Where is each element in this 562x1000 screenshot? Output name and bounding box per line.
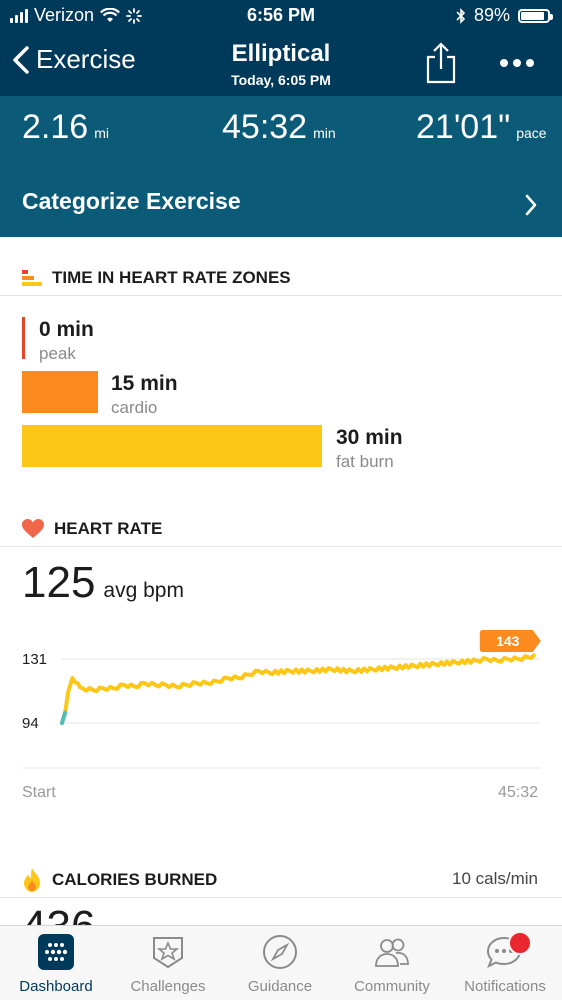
heart-rate-section-header: HEART RATE — [22, 519, 162, 539]
chevron-left-icon — [13, 45, 29, 74]
calories-value: 436 — [22, 905, 95, 925]
exercise-title: Elliptical — [231, 40, 331, 67]
status-bar: Verizon 6:56 PM 89% — [0, 0, 562, 30]
nav-title: Elliptical Today, 6:05 PM — [0, 40, 562, 88]
peak-zone-value: 0 min — [39, 318, 94, 341]
exercise-header: Verizon 6:56 PM 89% — [0, 0, 562, 237]
zones-bars-icon — [22, 270, 42, 286]
fat-burn-zone-label: 30 min fat burn — [336, 426, 403, 472]
cardio-zone-name: cardio — [111, 398, 158, 417]
x-axis-start-label: Start — [22, 784, 56, 801]
x-axis-end-label: 45:32 — [497, 784, 538, 801]
heart-rate-chart[interactable]: 131 94 143 — [0, 620, 562, 780]
tab-community[interactable]: Community — [336, 926, 448, 1000]
status-right: 89% — [456, 5, 553, 26]
bluetooth-icon — [456, 7, 466, 24]
fitbit-dots-icon — [38, 934, 74, 970]
chevron-right-icon[interactable] — [524, 194, 538, 216]
carrier-name: Verizon — [34, 5, 95, 25]
calories-section-header: CALORIES BURNED — [22, 868, 217, 892]
exercise-datetime: Today, 6:05 PM — [231, 72, 331, 88]
peak-zone-name: peak — [39, 344, 76, 363]
zones-title: TIME IN HEART RATE ZONES — [52, 268, 291, 287]
divider — [0, 897, 562, 898]
heart-rate-line-start — [60, 710, 68, 725]
fat-burn-zone-value: 30 min — [336, 426, 403, 449]
cardio-zone-bar — [22, 371, 98, 413]
heart-rate-line — [60, 653, 536, 725]
star-badge-icon — [153, 937, 183, 969]
notification-badge — [508, 931, 532, 955]
compass-icon — [263, 935, 297, 969]
y-tick-131: 131 — [22, 651, 47, 668]
avg-bpm-value: 125 — [22, 558, 96, 607]
distance-stat: 2.16 mi — [22, 108, 109, 147]
cardio-zone-value: 15 min — [111, 372, 178, 395]
wifi-icon — [100, 8, 121, 22]
tab-label: Notifications — [464, 978, 546, 995]
y-tick-94: 94 — [22, 715, 39, 732]
duration-stat: 45:32 min — [222, 108, 336, 147]
pace-unit: pace — [516, 125, 547, 141]
duration-value: 45:32 — [222, 108, 308, 146]
more-options-icon[interactable] — [500, 59, 534, 67]
avg-heart-rate: 125 avg bpm — [22, 558, 184, 608]
distance-unit: mi — [94, 125, 109, 141]
heart-rate-title: HEART RATE — [54, 519, 163, 538]
tab-notifications[interactable]: Notifications — [448, 926, 562, 1000]
exercise-stats: 2.16 mi 45:32 min 21'01" pace — [0, 108, 562, 158]
back-button[interactable]: Exercise — [12, 44, 136, 75]
signal-icon — [10, 8, 28, 23]
divider — [0, 546, 562, 547]
battery-icon — [518, 8, 553, 23]
loading-spinner-icon — [126, 7, 142, 24]
battery-percent: 89% — [473, 5, 510, 25]
categorize-exercise-button[interactable]: Categorize Exercise — [22, 188, 241, 214]
peak-heart-rate-value: 143 — [496, 633, 520, 649]
peak-zone-label: 0 min peak — [39, 318, 94, 364]
zones-section-header: TIME IN HEART RATE ZONES — [22, 268, 291, 288]
nav-bar — [0, 0, 562, 96]
peak-heart-rate-badge: 143 — [479, 630, 541, 652]
heart-icon — [22, 519, 44, 538]
tab-bar: Dashboard Challenges Guidance Community … — [0, 925, 562, 1000]
flame-icon — [24, 868, 40, 892]
people-icon — [375, 938, 409, 967]
tab-label: Dashboard — [19, 978, 93, 995]
calories-title: CALORIES BURNED — [52, 870, 218, 889]
duration-unit: min — [313, 125, 336, 141]
status-left: Verizon — [10, 5, 142, 26]
back-label: Exercise — [36, 44, 136, 74]
peak-zone-bar — [22, 317, 25, 359]
calories-rate: 10 cals/min — [452, 869, 538, 888]
divider — [0, 295, 562, 296]
tab-label: Community — [354, 978, 430, 995]
tab-guidance[interactable]: Guidance — [224, 926, 336, 1000]
tab-dashboard[interactable]: Dashboard — [0, 926, 112, 1000]
avg-bpm-label: avg bpm — [103, 579, 184, 602]
tab-challenges[interactable]: Challenges — [112, 926, 224, 1000]
pace-stat: 21'01" pace — [416, 108, 547, 147]
tab-label: Challenges — [130, 978, 206, 995]
status-time: 6:56 PM — [246, 5, 316, 25]
battery-level — [521, 11, 545, 20]
distance-value: 2.16 — [22, 108, 89, 146]
fat-burn-zone-bar — [22, 425, 322, 467]
cardio-zone-label: 15 min cardio — [111, 372, 178, 418]
pace-value: 21'01" — [416, 108, 511, 146]
share-icon[interactable] — [424, 42, 458, 84]
fat-burn-zone-name: fat burn — [336, 452, 394, 471]
tab-label: Guidance — [247, 978, 313, 995]
